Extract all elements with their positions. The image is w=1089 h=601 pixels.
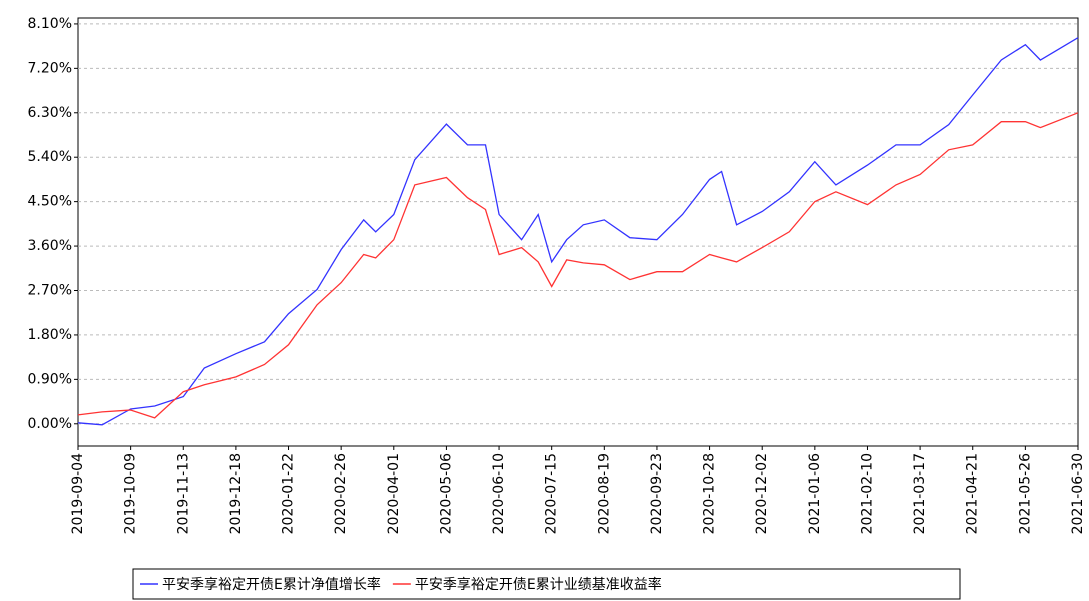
- y-tick-label: 4.50%: [28, 194, 72, 210]
- y-tick-label: 7.20%: [28, 60, 72, 76]
- x-tick-label: 2021-02-10: [859, 453, 875, 534]
- x-tick-label: 2021-04-21: [965, 453, 981, 534]
- x-tick-label: 2020-10-28: [702, 453, 718, 534]
- x-tick-label: 2020-08-19: [596, 453, 612, 534]
- x-tick-label: 2021-05-26: [1017, 453, 1033, 534]
- plot-frame: [77, 17, 1079, 447]
- x-tick-label: 2019-09-04: [70, 453, 86, 534]
- legend-label: 平安季享裕定开债E累计业绩基准收益率: [415, 576, 662, 593]
- y-tick-label: 1.80%: [28, 327, 72, 343]
- x-tick-label: 2021-06-30: [1070, 453, 1086, 534]
- x-tick-label: 2021-01-06: [807, 453, 823, 534]
- legend-label: 平安季享裕定开债E累计净值增长率: [162, 576, 381, 593]
- y-tick-label: 6.30%: [28, 105, 72, 121]
- x-tick-label: 2020-07-15: [544, 453, 560, 534]
- series-line: [77, 37, 1079, 426]
- y-tick-label: 0.00%: [28, 416, 72, 432]
- x-tick-label: 2020-09-23: [649, 453, 665, 534]
- x-tick-label: 2020-06-10: [491, 453, 507, 534]
- y-tick-label: 0.90%: [28, 371, 72, 387]
- y-tick-label: 8.10%: [28, 16, 72, 32]
- y-tick-label: 3.60%: [28, 238, 72, 254]
- x-tick-label: 2019-10-09: [123, 453, 139, 534]
- x-tick-label: 2021-03-17: [912, 453, 928, 534]
- x-tick-label: 2019-12-18: [228, 453, 244, 534]
- x-tick-label: 2020-05-06: [438, 453, 454, 534]
- x-tick-label: 2020-02-26: [333, 453, 349, 534]
- y-tick-label: 2.70%: [28, 282, 72, 298]
- x-tick-label: 2020-01-22: [281, 453, 297, 534]
- y-tick-label: 5.40%: [28, 149, 72, 165]
- legend-box: [132, 568, 961, 600]
- x-tick-label: 2020-12-02: [754, 453, 770, 534]
- x-tick-label: 2019-11-13: [175, 453, 191, 534]
- series-line: [77, 112, 1079, 419]
- x-tick-label: 2020-04-01: [386, 453, 402, 534]
